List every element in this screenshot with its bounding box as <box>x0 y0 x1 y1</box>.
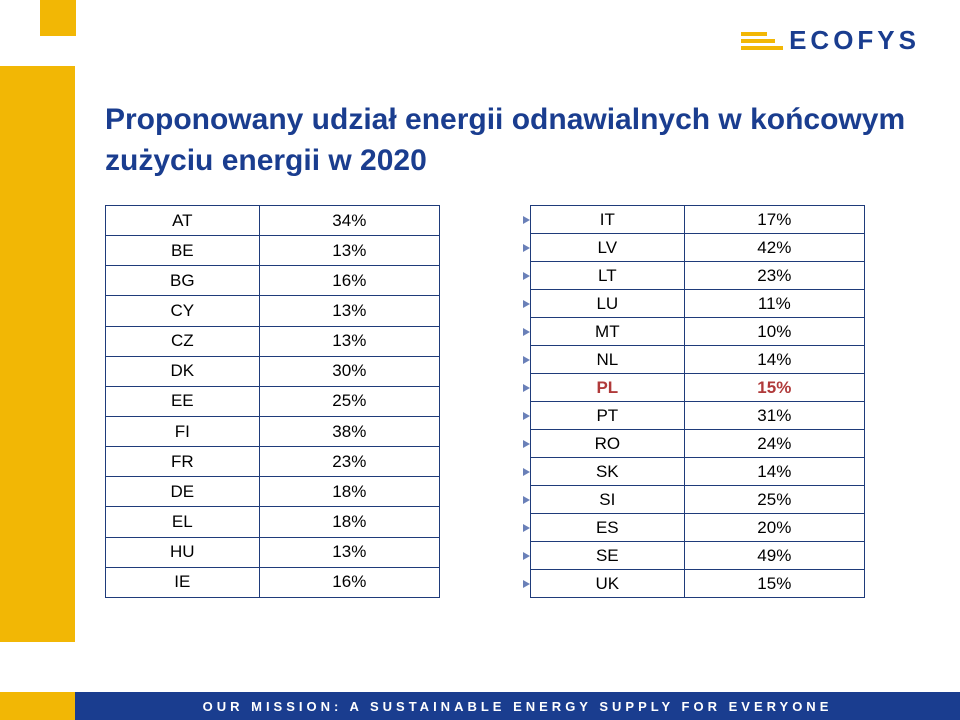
country-value: 34% <box>259 206 439 236</box>
country-value: 13% <box>259 296 439 326</box>
country-value: 49% <box>684 542 864 570</box>
country-value: 20% <box>684 514 864 542</box>
table-row: DK30% <box>106 356 440 386</box>
left-table: AT34%BE13%BG16%CY13%CZ13%DK30%EE25%FI38%… <box>105 205 440 598</box>
slide: ECOFYS Proponowany udział energii odnawi… <box>0 0 960 720</box>
country-value: 17% <box>684 206 864 234</box>
country-code: SK <box>531 458 685 486</box>
table-row: LU11% <box>531 290 865 318</box>
table-row: BE13% <box>106 236 440 266</box>
table-row: EE25% <box>106 386 440 416</box>
logo-bar <box>741 46 783 50</box>
table-row: PT31% <box>531 402 865 430</box>
table-row: ES20% <box>531 514 865 542</box>
country-value: 15% <box>684 570 864 598</box>
country-value: 10% <box>684 318 864 346</box>
country-code: DK <box>106 356 260 386</box>
country-value: 13% <box>259 326 439 356</box>
footer-text: OUR MISSION: A SUSTAINABLE ENERGY SUPPLY… <box>75 692 960 720</box>
table-row: PL15% <box>531 374 865 402</box>
footer-accent <box>0 692 75 720</box>
table-row: HU13% <box>106 537 440 567</box>
country-value: 25% <box>684 486 864 514</box>
country-value: 13% <box>259 537 439 567</box>
table-row: DE18% <box>106 477 440 507</box>
country-code: ES <box>531 514 685 542</box>
country-value: 15% <box>684 374 864 402</box>
country-code: BG <box>106 266 260 296</box>
country-value: 14% <box>684 346 864 374</box>
brand-logo: ECOFYS <box>741 25 920 56</box>
page-title: Proponowany udział energii odnawialnych … <box>105 100 920 181</box>
table-row: RO24% <box>531 430 865 458</box>
country-value: 11% <box>684 290 864 318</box>
table-row: FI38% <box>106 416 440 446</box>
table-row: LV42% <box>531 234 865 262</box>
country-code: BE <box>106 236 260 266</box>
right-table: IT17%LV42%LT23%LU11%MT10%NL14%PL15%PT31%… <box>530 205 865 598</box>
accent-square <box>40 0 76 36</box>
table-row: SK14% <box>531 458 865 486</box>
left-accent-band <box>0 66 75 642</box>
table-row: SE49% <box>531 542 865 570</box>
table-row: AT34% <box>106 206 440 236</box>
table-row: NL14% <box>531 346 865 374</box>
country-code: HU <box>106 537 260 567</box>
country-value: 23% <box>684 262 864 290</box>
country-code: NL <box>531 346 685 374</box>
country-value: 18% <box>259 477 439 507</box>
country-code: FI <box>106 416 260 446</box>
table-row: IE16% <box>106 567 440 597</box>
country-value: 42% <box>684 234 864 262</box>
country-code: RO <box>531 430 685 458</box>
country-value: 30% <box>259 356 439 386</box>
table-row: UK15% <box>531 570 865 598</box>
logo-bars-icon <box>741 32 783 50</box>
table-row: IT17% <box>531 206 865 234</box>
country-value: 23% <box>259 447 439 477</box>
country-code: PT <box>531 402 685 430</box>
table-row: LT23% <box>531 262 865 290</box>
country-value: 13% <box>259 236 439 266</box>
country-code: IE <box>106 567 260 597</box>
country-value: 18% <box>259 507 439 537</box>
logo-bar <box>741 39 775 43</box>
table-row: MT10% <box>531 318 865 346</box>
country-code: FR <box>106 447 260 477</box>
country-code: SI <box>531 486 685 514</box>
country-code: AT <box>106 206 260 236</box>
country-value: 16% <box>259 567 439 597</box>
tables-container: AT34%BE13%BG16%CY13%CZ13%DK30%EE25%FI38%… <box>105 205 920 598</box>
country-code: EE <box>106 386 260 416</box>
footer: OUR MISSION: A SUSTAINABLE ENERGY SUPPLY… <box>0 692 960 720</box>
table-row: CZ13% <box>106 326 440 356</box>
country-code: IT <box>531 206 685 234</box>
country-code: EL <box>106 507 260 537</box>
country-code: CY <box>106 296 260 326</box>
country-value: 25% <box>259 386 439 416</box>
country-code: LU <box>531 290 685 318</box>
table-row: SI25% <box>531 486 865 514</box>
logo-text: ECOFYS <box>789 25 920 56</box>
country-value: 38% <box>259 416 439 446</box>
country-code: PL <box>531 374 685 402</box>
table-row: FR23% <box>106 447 440 477</box>
country-code: LV <box>531 234 685 262</box>
country-value: 31% <box>684 402 864 430</box>
country-code: MT <box>531 318 685 346</box>
country-value: 16% <box>259 266 439 296</box>
country-code: UK <box>531 570 685 598</box>
country-value: 14% <box>684 458 864 486</box>
country-code: CZ <box>106 326 260 356</box>
table-row: BG16% <box>106 266 440 296</box>
country-code: LT <box>531 262 685 290</box>
logo-bar <box>741 32 767 36</box>
country-code: DE <box>106 477 260 507</box>
country-code: SE <box>531 542 685 570</box>
table-row: CY13% <box>106 296 440 326</box>
country-value: 24% <box>684 430 864 458</box>
table-row: EL18% <box>106 507 440 537</box>
